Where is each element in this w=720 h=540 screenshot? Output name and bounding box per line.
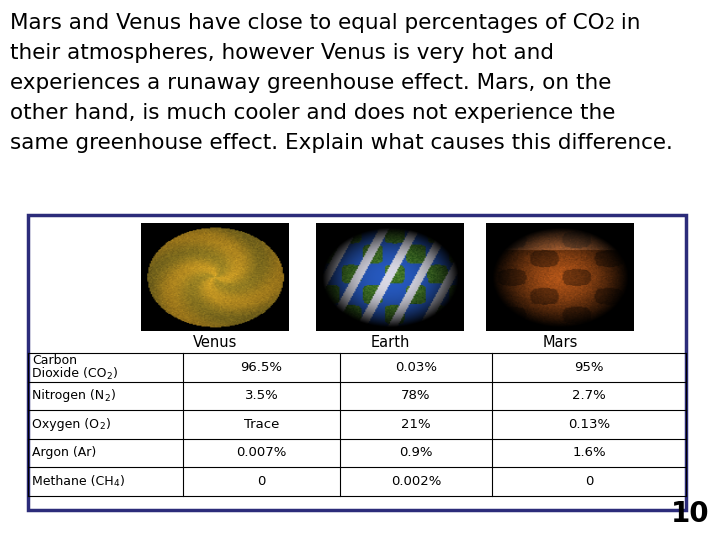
Text: their atmospheres, however Venus is very hot and: their atmospheres, however Venus is very… <box>10 43 554 63</box>
Text: ): ) <box>120 475 125 488</box>
Text: 2.7%: 2.7% <box>572 389 606 402</box>
Text: Oxygen (O: Oxygen (O <box>32 418 99 431</box>
Text: 2: 2 <box>107 372 112 381</box>
Text: 2: 2 <box>605 17 615 32</box>
Text: 96.5%: 96.5% <box>240 361 282 374</box>
Text: 1.6%: 1.6% <box>572 446 606 459</box>
Text: 3.5%: 3.5% <box>245 389 279 402</box>
Text: Argon (Ar): Argon (Ar) <box>32 446 96 459</box>
Text: 95%: 95% <box>575 361 604 374</box>
Bar <box>316 223 464 331</box>
Text: 78%: 78% <box>401 389 431 402</box>
Text: Dioxide (CO: Dioxide (CO <box>32 367 107 380</box>
Text: NASA: NASA <box>257 316 285 325</box>
Text: ): ) <box>111 389 115 402</box>
Text: Mars: Mars <box>542 335 577 350</box>
Text: Mars and Venus have close to equal percentages of CO: Mars and Venus have close to equal perce… <box>10 13 605 33</box>
Text: NASA: NASA <box>432 316 460 325</box>
Text: 0.13%: 0.13% <box>568 418 610 431</box>
Text: Venus: Venus <box>193 335 237 350</box>
Text: 0.002%: 0.002% <box>391 475 441 488</box>
Text: 0: 0 <box>585 475 593 488</box>
Text: 0.03%: 0.03% <box>395 361 437 374</box>
Text: ): ) <box>106 418 110 431</box>
Bar <box>28 215 686 510</box>
Text: ): ) <box>113 367 118 380</box>
Text: 0: 0 <box>257 475 266 488</box>
Text: other hand, is much cooler and does not experience the: other hand, is much cooler and does not … <box>10 103 616 123</box>
Text: Earth: Earth <box>370 335 410 350</box>
Text: same greenhouse effect. Explain what causes this difference.: same greenhouse effect. Explain what cau… <box>10 133 673 153</box>
Text: 21%: 21% <box>401 418 431 431</box>
Text: 2: 2 <box>104 394 109 403</box>
Text: 0.007%: 0.007% <box>236 446 287 459</box>
Text: experiences a runaway greenhouse effect. Mars, on the: experiences a runaway greenhouse effect.… <box>10 73 611 93</box>
Text: Methane (CH: Methane (CH <box>32 475 114 488</box>
Text: Nitrogen (N: Nitrogen (N <box>32 389 104 402</box>
Text: 0.9%: 0.9% <box>400 446 433 459</box>
Text: Trace: Trace <box>244 418 279 431</box>
Text: Carbon: Carbon <box>32 354 77 367</box>
Text: in: in <box>613 13 640 33</box>
Bar <box>486 223 634 331</box>
Text: 2: 2 <box>99 422 104 431</box>
Text: NASA: NASA <box>602 316 630 325</box>
Text: 10: 10 <box>671 500 710 528</box>
Text: 4: 4 <box>114 480 120 488</box>
Bar <box>141 223 289 331</box>
